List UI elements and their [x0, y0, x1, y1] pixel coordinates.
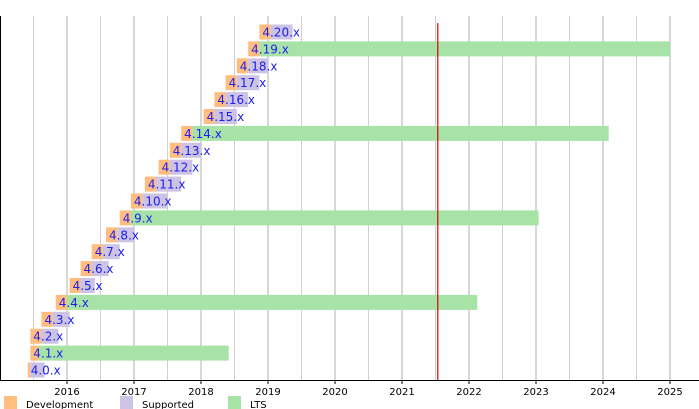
version-labels: 4.20.x 4.19.x 4.18.x 4.17.x 4.16.x 4.15.x 4.14…	[31, 26, 300, 378]
version-label: 4.20.x	[262, 26, 300, 40]
bar-supported	[156, 176, 182, 192]
bar-supported	[214, 109, 237, 124]
legend-label-development: Development	[26, 400, 93, 409]
version-label: 4.5.x	[73, 279, 103, 293]
bar-development	[91, 244, 103, 260]
bar-development	[214, 92, 226, 108]
legend-swatch-supported	[120, 396, 133, 409]
bar-supported	[181, 142, 201, 158]
x-tick-label: 2016	[54, 387, 79, 398]
bar-lts	[192, 125, 609, 141]
x-tick-label: 2018	[188, 387, 213, 398]
bar-supported	[30, 362, 45, 378]
bar-development	[41, 311, 53, 327]
version-label: 4.7.x	[95, 245, 125, 259]
x-tick-label: 2022	[456, 387, 481, 398]
version-label: 4.1.x	[33, 347, 63, 361]
version-label: 4.17.x	[229, 76, 267, 90]
bar-development	[30, 345, 39, 361]
x-tick-label: 2024	[590, 387, 615, 398]
bar-supported	[102, 244, 120, 260]
legend-label-lts: LTS	[250, 400, 267, 409]
bar-supported	[91, 261, 109, 277]
version-label: 4.6.x	[84, 262, 114, 276]
bar-supported	[248, 58, 268, 74]
bar-development	[27, 362, 31, 378]
legend: Development Supported LTS	[4, 396, 267, 409]
version-label: 4.4.x	[59, 296, 89, 310]
bar-lts	[130, 210, 539, 226]
legend-label-supported: Supported	[142, 400, 194, 409]
version-label: 4.18.x	[240, 59, 278, 73]
x-tick-label: 2021	[389, 387, 414, 398]
bar-development	[169, 142, 182, 158]
bar-development	[181, 125, 193, 141]
legend-swatch-development	[4, 396, 17, 409]
bar-lts	[67, 294, 478, 310]
bar-supported	[169, 159, 193, 175]
x-tick-label: 2017	[121, 387, 146, 398]
version-label: 4.8.x	[109, 228, 139, 242]
version-label: 4.9.x	[123, 211, 153, 225]
bar-supported	[80, 278, 95, 293]
version-label: 4.3.x	[44, 313, 74, 327]
bar-development	[236, 58, 249, 74]
bar-development	[119, 210, 131, 226]
bar-development	[225, 75, 237, 91]
version-label: 4.2.x	[33, 330, 63, 344]
version-label: 4.13.x	[173, 144, 211, 158]
bar-development	[105, 227, 118, 243]
version-label: 4.16.x	[217, 93, 255, 107]
version-label: 4.10.x	[134, 195, 172, 209]
bar-development	[69, 278, 81, 293]
grid-lines	[0, 16, 671, 380]
bar-development	[248, 41, 260, 57]
x-tick-label: 2019	[255, 387, 280, 398]
bar-supported	[41, 328, 59, 344]
legend-swatch-lts	[228, 396, 241, 409]
version-label: 4.11.x	[148, 178, 186, 192]
bar-development	[144, 176, 157, 192]
bar-supported	[225, 92, 249, 108]
bar-supported	[117, 227, 134, 243]
bar-development	[130, 193, 143, 209]
version-label: 4.0.x	[31, 364, 61, 378]
bar-development	[55, 294, 67, 310]
bar-lts	[38, 345, 229, 361]
x-tick-label: 2025	[657, 387, 682, 398]
bar-development	[80, 261, 92, 277]
bar-supported	[270, 24, 293, 40]
bar-development	[259, 24, 271, 40]
x-axis: 2016 2017 2018 2019 2020 2021 2022 2023 2024 2025	[0, 380, 699, 398]
bar-development	[203, 109, 215, 124]
version-label: 4.19.x	[251, 42, 289, 56]
version-label: 4.15.x	[207, 110, 245, 124]
bar-development	[158, 159, 170, 175]
bar-supported	[142, 193, 168, 209]
version-label: 4.12.x	[162, 161, 200, 175]
x-tick-label: 2020	[322, 387, 347, 398]
version-label: 4.14.x	[184, 127, 222, 141]
bar-development	[30, 328, 42, 344]
bar-supported	[52, 311, 70, 327]
x-tick-label: 2023	[523, 387, 548, 398]
bar-supported	[236, 75, 260, 91]
version-bars	[27, 24, 670, 378]
bar-lts	[259, 41, 670, 57]
